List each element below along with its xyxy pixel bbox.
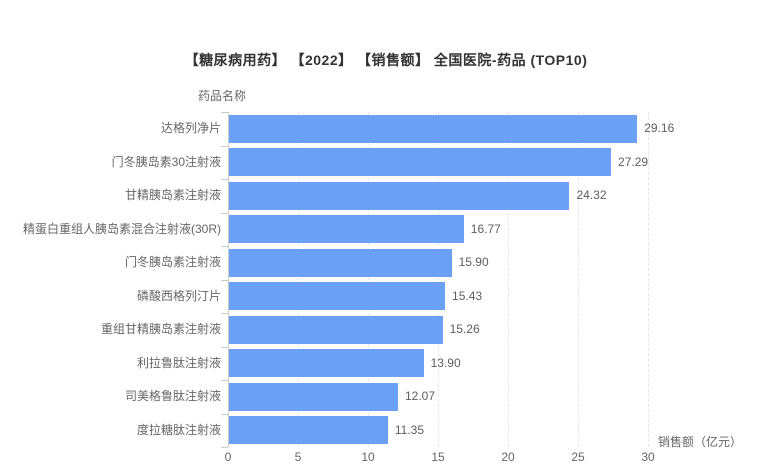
x-tick-label: 25 xyxy=(571,450,585,464)
value-label: 27.29 xyxy=(618,154,649,169)
gridline xyxy=(368,112,369,447)
bar[interactable] xyxy=(229,148,612,177)
value-label: 15.90 xyxy=(458,255,489,269)
y-axis-tick xyxy=(221,212,228,214)
y-axis-tick xyxy=(221,346,228,348)
gridline xyxy=(438,112,439,447)
category-label: 利拉鲁肽注射液 xyxy=(136,355,221,370)
bar[interactable] xyxy=(229,349,424,378)
x-tick-label: 15 xyxy=(431,450,445,464)
x-axis-ticks: 0 5 10 15 20 25 30 xyxy=(224,450,655,464)
value-label: 24.32 xyxy=(576,188,607,202)
category-label: 门冬胰岛素注射液 xyxy=(124,255,221,269)
category-label: 磷酸西格列汀片 xyxy=(136,288,221,303)
plot-area: 29.16 27.29 24.32 16.77 15.90 15.43 15.26 13.90… xyxy=(221,112,674,448)
bar[interactable] xyxy=(229,282,446,311)
category-label: 司美格鲁肽注射液 xyxy=(124,389,221,403)
value-label: 15.43 xyxy=(452,288,483,303)
bar[interactable] xyxy=(229,248,452,277)
gridline xyxy=(648,112,649,447)
bar[interactable] xyxy=(229,181,570,210)
value-label: 29.16 xyxy=(644,121,675,135)
y-axis-tick xyxy=(221,112,228,113)
y-axis-line xyxy=(228,112,229,447)
x-axis-name: 销售额（亿元） xyxy=(658,435,743,449)
bar[interactable] xyxy=(229,382,398,411)
bar[interactable] xyxy=(229,416,388,445)
category-label: 度拉糖肽注射液 xyxy=(136,422,221,437)
category-label: 达格列净片 xyxy=(160,121,221,135)
y-axis-tick xyxy=(221,380,228,381)
category-label: 精蛋白重组人胰岛素混合注射液(30R) xyxy=(22,221,221,236)
y-axis-tick xyxy=(221,447,228,448)
category-label: 门冬胰岛素30注射液 xyxy=(111,154,221,169)
x-tick-label: 30 xyxy=(641,450,655,464)
x-tick-label: 0 xyxy=(224,450,232,464)
gridline xyxy=(578,112,579,447)
gridline xyxy=(508,112,509,447)
y-axis-name: 药品名称 xyxy=(197,89,246,103)
y-axis-tick xyxy=(221,179,228,180)
bar[interactable] xyxy=(229,215,464,244)
y-axis-tick xyxy=(221,413,228,415)
chart-title: 【糖尿病用药】 【2022】 【销售额】 全国医院-药品 (TOP10) xyxy=(184,52,588,68)
value-label: 11.35 xyxy=(394,422,425,437)
bar[interactable] xyxy=(229,315,443,344)
y-axis-tick xyxy=(221,313,228,314)
value-label: 12.07 xyxy=(404,389,435,403)
value-label: 15.26 xyxy=(449,322,480,336)
category-label: 甘精胰岛素注射液 xyxy=(124,188,221,202)
y-axis-tick xyxy=(221,145,228,147)
y-axis-tick xyxy=(221,279,228,281)
gridline xyxy=(298,112,299,447)
bar[interactable] xyxy=(229,114,638,143)
value-label: 13.90 xyxy=(430,355,461,370)
x-tick-label: 10 xyxy=(361,450,375,464)
value-label: 16.77 xyxy=(470,221,501,236)
x-tick-label: 5 xyxy=(294,450,302,464)
y-axis-tick xyxy=(221,246,228,247)
category-label: 重组甘精胰岛素注射液 xyxy=(100,322,221,336)
x-tick-label: 20 xyxy=(501,450,515,464)
